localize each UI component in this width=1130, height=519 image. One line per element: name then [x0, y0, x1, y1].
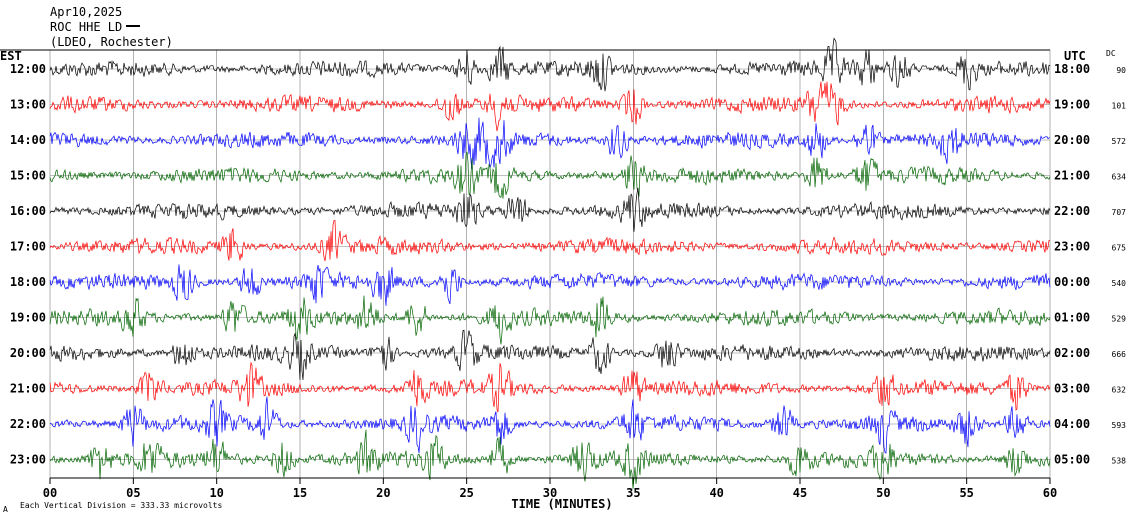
- utc-hour-label: 04:00: [1054, 417, 1090, 431]
- row-labels: 12:00 18:00 90 13:00 19:00 101 14:00 20:00 572 15…: [10, 62, 1126, 467]
- seismic-traces: [49, 37, 1051, 489]
- trace-row-1400: [49, 117, 1050, 169]
- trace-row-2100: [49, 361, 1051, 413]
- x-tick-label: 45: [793, 486, 807, 500]
- utc-hour-label: 23:00: [1054, 240, 1090, 254]
- x-tick-label: 10: [209, 486, 223, 500]
- utc-hour-label: 02:00: [1054, 346, 1090, 360]
- trace-row-1500: [49, 151, 1051, 199]
- utc-hour-label: 03:00: [1054, 382, 1090, 396]
- x-tick-label: 05: [126, 486, 140, 500]
- trace-row-1200: [49, 37, 1051, 92]
- est-hour-label: 16:00: [10, 204, 46, 218]
- trace-row-1300: [49, 81, 1051, 132]
- x-tick-label: 35: [626, 486, 640, 500]
- footer-scale: Each Vertical Division = 333.33 microvol…: [20, 501, 222, 510]
- utc-hour-label: 05:00: [1054, 453, 1090, 467]
- trace-row-1700: [49, 220, 1051, 262]
- header-location: (LDEO, Rochester): [50, 35, 173, 49]
- trace-row-2000: [49, 329, 1051, 381]
- x-axis-title: TIME (MINUTES): [511, 497, 612, 511]
- dc-value: 90: [1116, 66, 1126, 75]
- dc-value: 529: [1112, 315, 1127, 324]
- est-hour-label: 14:00: [10, 133, 46, 147]
- est-hour-label: 20:00: [10, 346, 46, 360]
- utc-hour-label: 22:00: [1054, 204, 1090, 218]
- x-tick-label: 30: [543, 486, 557, 500]
- dc-value: 632: [1112, 386, 1127, 395]
- dc-value: 101: [1112, 102, 1127, 111]
- dc-value: 572: [1112, 137, 1127, 146]
- left-timezone-label: EST: [0, 49, 22, 63]
- x-tick-label: 55: [959, 486, 973, 500]
- est-hour-label: 15:00: [10, 169, 46, 183]
- x-tick-label: 20: [376, 486, 390, 500]
- x-tick-label: 25: [459, 486, 473, 500]
- dc-value: 540: [1112, 279, 1127, 288]
- est-hour-label: 17:00: [10, 240, 46, 254]
- dc-value: 593: [1112, 421, 1127, 430]
- x-tick-label: 15: [293, 486, 307, 500]
- header-date: Apr10,2025: [50, 5, 122, 19]
- utc-hour-label: 01:00: [1054, 311, 1090, 325]
- trace-row-1900: [49, 295, 1051, 345]
- trace-row-2200: [49, 396, 1051, 454]
- utc-hour-label: 21:00: [1054, 169, 1090, 183]
- header-station: ROC HHE LD: [50, 20, 122, 34]
- x-tick-labels: 00 05 10 15 20 25 30 35 40 45 50 55 60: [43, 486, 1057, 500]
- trace-row-1800: [49, 264, 1051, 306]
- dc-value: 634: [1112, 173, 1127, 182]
- trace-row-2300: [49, 429, 1051, 489]
- dc-value: 675: [1112, 244, 1127, 253]
- x-tick-label: 50: [876, 486, 890, 500]
- est-hour-label: 12:00: [10, 62, 46, 76]
- dc-value: 538: [1112, 457, 1127, 466]
- utc-hour-label: 00:00: [1054, 275, 1090, 289]
- est-hour-label: 21:00: [10, 382, 46, 396]
- x-tick-label: 00: [43, 486, 57, 500]
- x-tick-label: 40: [709, 486, 723, 500]
- est-hour-label: 18:00: [10, 275, 46, 289]
- dc-value: 666: [1112, 350, 1127, 359]
- trace-row-1600: [49, 187, 1051, 232]
- dc-header: DC: [1106, 49, 1116, 58]
- utc-hour-label: 18:00: [1054, 62, 1090, 76]
- est-hour-label: 22:00: [10, 417, 46, 431]
- dc-value: 707: [1112, 208, 1127, 217]
- right-timezone-label: UTC: [1064, 49, 1086, 63]
- utc-hour-label: 19:00: [1054, 98, 1090, 112]
- est-hour-label: 13:00: [10, 98, 46, 112]
- est-hour-label: 23:00: [10, 453, 46, 467]
- utc-hour-label: 20:00: [1054, 133, 1090, 147]
- footer-mark: A: [3, 505, 8, 514]
- est-hour-label: 19:00: [10, 311, 46, 325]
- x-tick-label: 60: [1043, 486, 1057, 500]
